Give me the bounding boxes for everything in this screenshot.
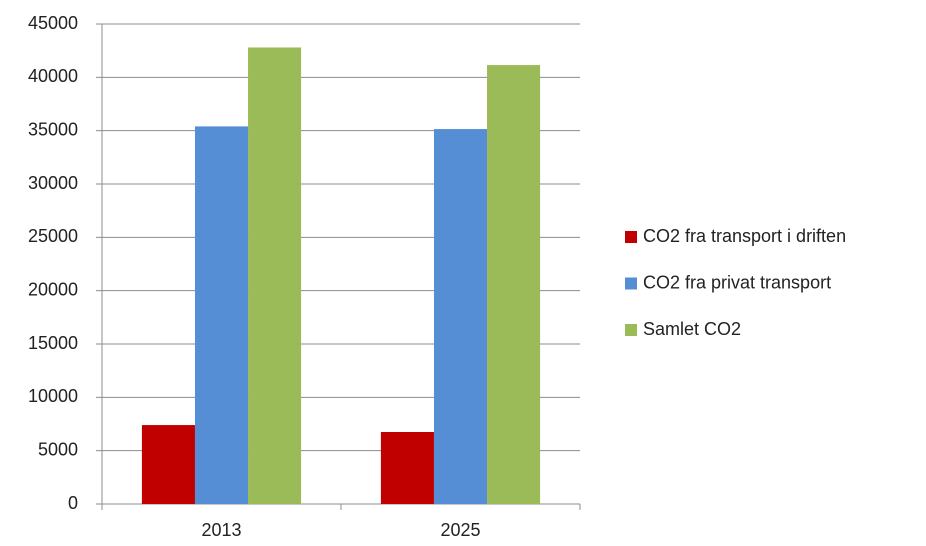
y-tick-label: 0 <box>68 493 78 513</box>
legend-swatch <box>625 277 637 290</box>
y-tick-label: 20000 <box>28 279 78 299</box>
y-tick-label: 25000 <box>28 226 78 246</box>
legend-label: Samlet CO2 <box>643 319 741 339</box>
y-tick-label: 30000 <box>28 173 78 193</box>
y-tick-label: 35000 <box>28 119 78 139</box>
y-tick-label: 10000 <box>28 386 78 406</box>
bar <box>433 129 488 505</box>
bar <box>380 432 434 504</box>
y-tick-label: 15000 <box>28 333 78 353</box>
bar <box>487 65 541 505</box>
legend-swatch <box>625 324 637 336</box>
legend-swatch <box>625 231 637 243</box>
legend-label: CO2 fra privat transport <box>643 272 831 292</box>
y-tick-label: 40000 <box>28 66 78 86</box>
x-tick-label: 2025 <box>440 520 480 540</box>
y-tick-label: 5000 <box>38 439 78 459</box>
bar <box>248 47 302 504</box>
legend-label: CO2 fra transport i driften <box>643 226 846 246</box>
bar <box>141 425 195 504</box>
bar <box>194 126 249 505</box>
y-tick-label: 45000 <box>28 13 78 33</box>
x-tick-label: 2013 <box>201 520 241 540</box>
